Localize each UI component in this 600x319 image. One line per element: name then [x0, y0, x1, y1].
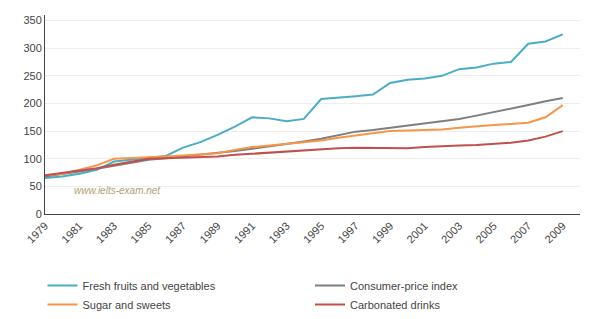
svg-text:2001: 2001: [404, 220, 430, 246]
svg-text:50: 50: [30, 180, 42, 192]
svg-text:1989: 1989: [197, 220, 223, 246]
svg-text:100: 100: [23, 153, 41, 165]
svg-text:1979: 1979: [25, 220, 51, 246]
svg-text:2003: 2003: [439, 220, 465, 246]
svg-text:150: 150: [23, 125, 41, 137]
svg-text:300: 300: [23, 42, 41, 54]
svg-text:200: 200: [23, 97, 41, 109]
svg-text:350: 350: [23, 14, 41, 26]
svg-text:1981: 1981: [59, 220, 85, 246]
svg-text:1995: 1995: [301, 220, 327, 246]
svg-text:Carbonated drinks: Carbonated drinks: [350, 299, 440, 311]
svg-text:1985: 1985: [128, 220, 154, 246]
svg-text:1997: 1997: [335, 220, 361, 246]
svg-text:250: 250: [23, 70, 41, 82]
svg-text:0: 0: [36, 208, 42, 220]
svg-text:1999: 1999: [370, 220, 396, 246]
svg-text:Fresh fruits and vegetables: Fresh fruits and vegetables: [83, 280, 216, 292]
svg-text:1987: 1987: [163, 220, 189, 246]
svg-text:www.ielts-exam.net: www.ielts-exam.net: [74, 185, 161, 196]
svg-text:1983: 1983: [94, 220, 120, 246]
svg-text:2005: 2005: [473, 220, 499, 246]
svg-text:1993: 1993: [266, 220, 292, 246]
svg-text:2009: 2009: [542, 220, 568, 246]
svg-text:Consumer-price index: Consumer-price index: [350, 280, 458, 292]
svg-text:2007: 2007: [508, 220, 534, 246]
svg-text:1991: 1991: [232, 220, 258, 246]
svg-text:Sugar and sweets: Sugar and sweets: [83, 299, 172, 311]
